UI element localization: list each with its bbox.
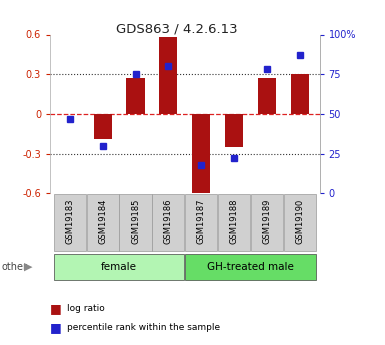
Bar: [185, 254, 316, 280]
Text: GSM19187: GSM19187: [197, 199, 206, 244]
Text: ■: ■: [50, 321, 62, 334]
Text: GSM19186: GSM19186: [164, 199, 173, 244]
Bar: [185, 194, 218, 251]
Bar: [251, 194, 283, 251]
Text: ▶: ▶: [24, 262, 32, 272]
Bar: [54, 194, 86, 251]
Bar: [54, 254, 184, 280]
Text: female: female: [101, 262, 137, 272]
Bar: [225, 114, 243, 147]
Text: GDS863 / 4.2.6.13: GDS863 / 4.2.6.13: [116, 22, 238, 36]
Text: GSM19183: GSM19183: [65, 199, 74, 244]
Text: GSM19188: GSM19188: [229, 199, 239, 244]
Bar: [119, 194, 152, 251]
Text: GSM19185: GSM19185: [131, 199, 140, 244]
Text: log ratio: log ratio: [67, 304, 105, 313]
Bar: [291, 74, 309, 114]
Text: other: other: [2, 262, 28, 272]
Text: GSM19189: GSM19189: [263, 199, 271, 244]
Bar: [218, 194, 250, 251]
Text: GH-treated male: GH-treated male: [207, 262, 294, 272]
Text: GSM19190: GSM19190: [295, 199, 304, 244]
Text: ■: ■: [50, 302, 62, 315]
Bar: [192, 114, 210, 196]
Text: GSM19184: GSM19184: [98, 199, 107, 244]
Bar: [152, 194, 184, 251]
Bar: [284, 194, 316, 251]
Bar: [87, 194, 119, 251]
Bar: [94, 114, 112, 139]
Bar: [258, 78, 276, 114]
Text: percentile rank within the sample: percentile rank within the sample: [67, 323, 221, 332]
Bar: [126, 78, 144, 114]
Bar: [159, 37, 177, 114]
